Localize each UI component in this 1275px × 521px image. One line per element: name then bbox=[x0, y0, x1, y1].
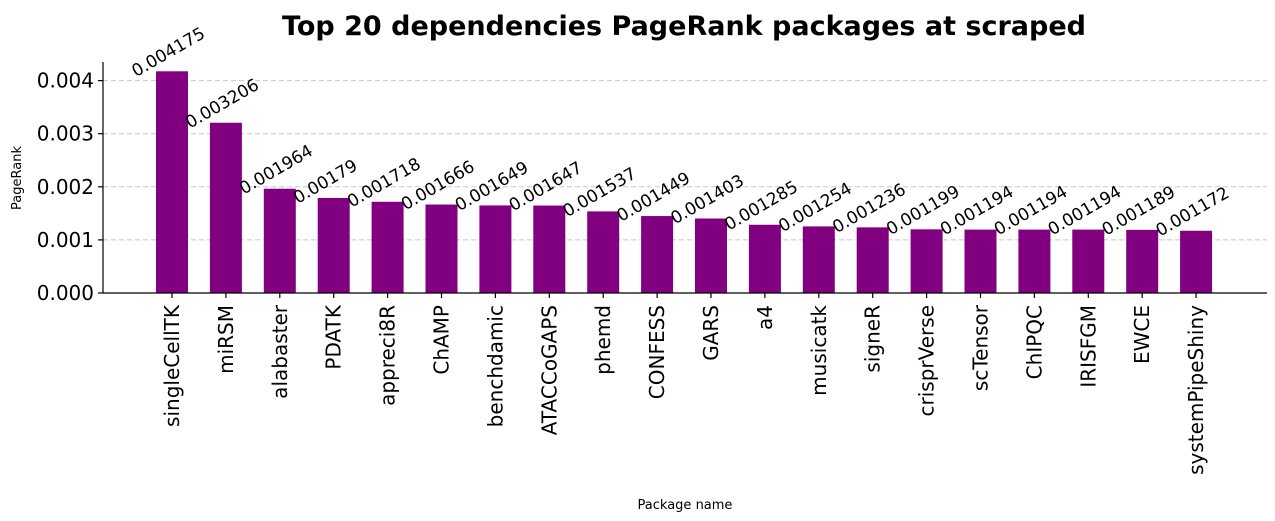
x-tick-label: GARS bbox=[699, 305, 723, 361]
x-tick-label: a4 bbox=[753, 305, 777, 330]
chart-title: Top 20 dependencies PageRank packages at… bbox=[282, 11, 1086, 42]
bar bbox=[1072, 229, 1105, 293]
bar bbox=[748, 224, 781, 293]
x-tick-label: EWCE bbox=[1130, 305, 1154, 364]
bar bbox=[802, 226, 835, 293]
bar bbox=[425, 204, 458, 293]
bar bbox=[533, 205, 566, 293]
y-tick-label: 0.001 bbox=[37, 228, 94, 252]
bar bbox=[695, 218, 727, 293]
bar bbox=[1018, 229, 1051, 293]
bar bbox=[641, 216, 674, 293]
x-tick-label: musicatk bbox=[807, 305, 831, 396]
x-tick-label: ChIPQC bbox=[1022, 305, 1046, 379]
x-tick-label: benchdamic bbox=[483, 305, 507, 427]
bar bbox=[1126, 229, 1159, 293]
x-tick-label: crisprVerse bbox=[915, 305, 939, 417]
bar bbox=[156, 71, 188, 293]
y-tick-label: 0.000 bbox=[37, 281, 94, 305]
bar bbox=[1180, 230, 1213, 293]
bar bbox=[317, 197, 350, 293]
x-tick-label: ChAMP bbox=[430, 305, 454, 375]
bar bbox=[263, 188, 296, 293]
y-tick-label: 0.003 bbox=[37, 122, 94, 146]
x-ticks: singleCellTK miRSM alabaster PDATK appreci8R… bbox=[160, 293, 1208, 475]
y-tick-label: 0.004 bbox=[37, 69, 94, 93]
x-tick-label: miRSM bbox=[214, 305, 238, 374]
bar bbox=[910, 229, 943, 293]
y-axis-label: PageRank bbox=[10, 146, 25, 210]
x-tick-label: CONFESS bbox=[645, 305, 669, 399]
x-tick-label: appreci8R bbox=[376, 305, 400, 406]
x-tick-label: systemPipeShiny bbox=[1184, 305, 1208, 475]
bars bbox=[156, 71, 1213, 294]
x-tick-label: phemd bbox=[591, 305, 615, 375]
x-tick-label: ATACCoGAPS bbox=[537, 305, 561, 435]
axes bbox=[102, 62, 1267, 294]
x-tick-label: IRISFGM bbox=[1076, 305, 1100, 388]
x-tick-label: scTensor bbox=[969, 304, 993, 391]
x-tick-label: signeR bbox=[861, 305, 885, 373]
bar bbox=[856, 227, 889, 293]
x-tick-label: PDATK bbox=[322, 304, 346, 369]
bar bbox=[964, 229, 997, 293]
bar bbox=[587, 211, 620, 293]
x-tick-label: singleCellTK bbox=[160, 304, 184, 427]
bar bbox=[209, 122, 242, 294]
x-tick-label: alabaster bbox=[268, 304, 292, 399]
x-axis-label: Package name bbox=[638, 498, 733, 513]
y-tick-label: 0.002 bbox=[37, 175, 94, 199]
y-ticks: 0.000 0.001 0.002 0.003 0.004 bbox=[37, 69, 103, 305]
bar bbox=[479, 205, 512, 293]
bar bbox=[371, 201, 404, 293]
